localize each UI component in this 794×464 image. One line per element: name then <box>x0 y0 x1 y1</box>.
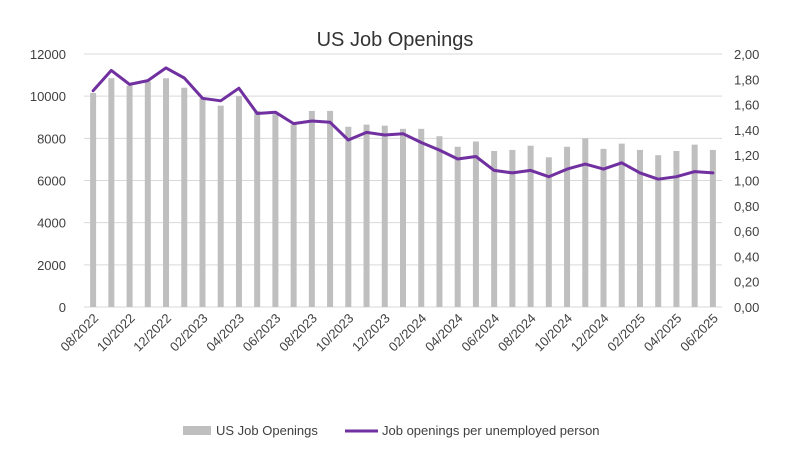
y-left-tick-label: 0 <box>59 300 66 315</box>
x-tick-label: 10/2022 <box>94 311 138 355</box>
x-tick-label: 08/2022 <box>57 311 101 355</box>
legend-swatch-bars <box>183 426 211 435</box>
x-tick-label: 02/2024 <box>386 311 430 355</box>
legend-label-line: Job openings per unemployed person <box>382 423 600 438</box>
bar <box>90 93 97 307</box>
series-line <box>91 66 715 181</box>
y-left-tick-label: 12000 <box>30 47 66 62</box>
x-tick-label: 12/2023 <box>349 311 393 355</box>
bar <box>454 146 461 307</box>
y-right-tick-label: 1,00 <box>734 174 759 189</box>
bar <box>272 114 279 308</box>
legend: US Job Openings Job openings per unemplo… <box>183 423 600 438</box>
y-right-tick-label: 0,20 <box>734 275 759 290</box>
y-right-tick-label: 2,00 <box>734 47 759 62</box>
y-right-tick-label: 1,60 <box>734 98 759 113</box>
bar <box>418 128 425 307</box>
x-tick-label: 08/2023 <box>276 311 320 355</box>
bar <box>673 150 680 307</box>
bar <box>126 85 133 307</box>
bar <box>691 144 698 307</box>
bar <box>491 150 498 307</box>
x-tick-label: 02/2025 <box>604 311 648 355</box>
x-tick-label: 04/2023 <box>203 311 247 355</box>
bar <box>618 143 625 307</box>
bar <box>144 81 151 308</box>
x-tick-label: 02/2023 <box>167 311 211 355</box>
bar <box>527 145 534 307</box>
y-right-tick-label: 0,00 <box>734 300 759 315</box>
x-tick-label: 10/2023 <box>313 311 357 355</box>
bar <box>400 128 406 307</box>
bar <box>290 124 297 307</box>
y-axis-right: 0,00 0,20 0,40 0,60 0,80 1,00 1,20 1,40 1,60 1,80… <box>734 47 759 315</box>
bar <box>254 110 261 307</box>
y-right-tick-label: 0,80 <box>734 199 759 214</box>
bar <box>655 155 662 307</box>
x-tick-label: 06/2025 <box>677 311 721 355</box>
chart-title: US Job Openings <box>317 29 474 51</box>
x-tick-label: 06/2024 <box>458 311 502 355</box>
bar <box>545 157 552 307</box>
y-left-tick-label: 2000 <box>37 258 66 273</box>
x-tick-label: 06/2023 <box>240 311 284 355</box>
y-left-tick-label: 6000 <box>37 174 66 189</box>
legend-label-bars: US Job Openings <box>216 423 318 438</box>
x-tick-label: 12/2022 <box>130 311 174 355</box>
bar-series <box>90 78 716 308</box>
bar <box>363 124 370 307</box>
bar <box>108 78 115 307</box>
x-tick-label: 04/2025 <box>641 311 685 355</box>
bar <box>436 136 443 307</box>
bar <box>636 149 643 307</box>
bar <box>564 146 571 307</box>
y-right-tick-label: 1,80 <box>734 72 759 87</box>
bar <box>235 96 242 308</box>
bar <box>199 98 206 308</box>
bar <box>509 149 516 307</box>
y-right-tick-label: 0,40 <box>734 249 759 264</box>
x-tick-label: 04/2024 <box>422 311 466 355</box>
bar <box>381 125 388 307</box>
bar <box>709 149 716 307</box>
line-series <box>91 66 715 181</box>
bar <box>327 110 334 307</box>
y-left-tick-label: 10000 <box>30 89 66 104</box>
bar <box>472 141 479 307</box>
bar <box>600 148 607 307</box>
bar <box>181 87 188 307</box>
x-axis: 08/202210/202212/202202/202304/202306/20… <box>57 311 721 355</box>
x-tick-label: 12/2024 <box>568 311 612 355</box>
bar <box>217 105 224 307</box>
bar <box>163 78 170 307</box>
x-tick-label: 10/2024 <box>531 311 575 355</box>
y-right-tick-label: 0,60 <box>734 224 759 239</box>
bar <box>345 126 352 307</box>
bar <box>308 110 315 307</box>
y-left-tick-label: 8000 <box>37 131 66 146</box>
y-right-tick-label: 1,20 <box>734 148 759 163</box>
x-tick-label: 08/2024 <box>495 311 539 355</box>
bar <box>582 138 589 307</box>
y-axis-left: 0 2000 4000 6000 8000 10000 12000 <box>30 47 66 315</box>
y-right-tick-label: 1,40 <box>734 123 759 138</box>
y-left-tick-label: 4000 <box>37 216 66 231</box>
